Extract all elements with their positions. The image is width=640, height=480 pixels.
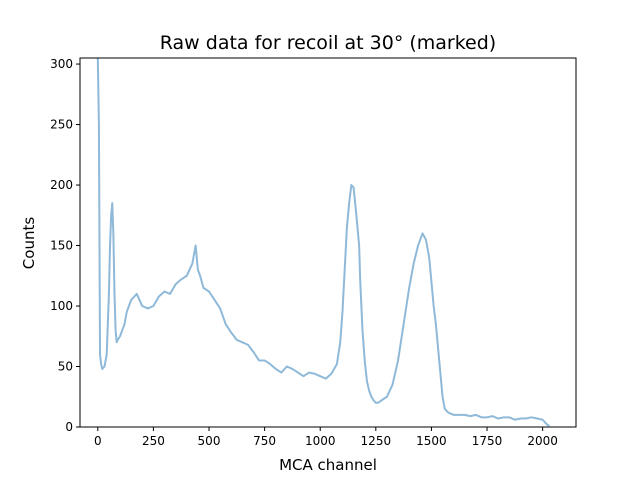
x-tick-label-5: 1250 xyxy=(361,434,392,448)
x-tick-label-2: 500 xyxy=(198,434,221,448)
x-tick-label-0: 0 xyxy=(94,434,102,448)
y-tick-label-1: 50 xyxy=(58,360,73,374)
x-tick-label-3: 750 xyxy=(253,434,276,448)
x-tick-label-4: 1000 xyxy=(305,434,336,448)
y-tick-label-2: 100 xyxy=(50,299,73,313)
plot-frame xyxy=(79,57,577,428)
x-tick-label-8: 2000 xyxy=(527,434,558,448)
y-axis-label: Counts xyxy=(20,217,38,270)
x-tick-label-6: 1500 xyxy=(416,434,447,448)
x-axis-label: MCA channel xyxy=(279,456,377,474)
y-tick-label-3: 150 xyxy=(50,239,73,253)
series-line-0 xyxy=(96,58,550,427)
chart-title: Raw data for recoil at 30° (marked) xyxy=(160,32,496,54)
y-tick-label-0: 0 xyxy=(65,420,73,434)
x-tick-label-1: 250 xyxy=(142,434,165,448)
y-tick-label-6: 300 xyxy=(50,57,73,71)
y-tick-label-4: 200 xyxy=(50,178,73,192)
y-tick-label-5: 250 xyxy=(50,118,73,132)
x-tick-label-7: 1750 xyxy=(472,434,503,448)
